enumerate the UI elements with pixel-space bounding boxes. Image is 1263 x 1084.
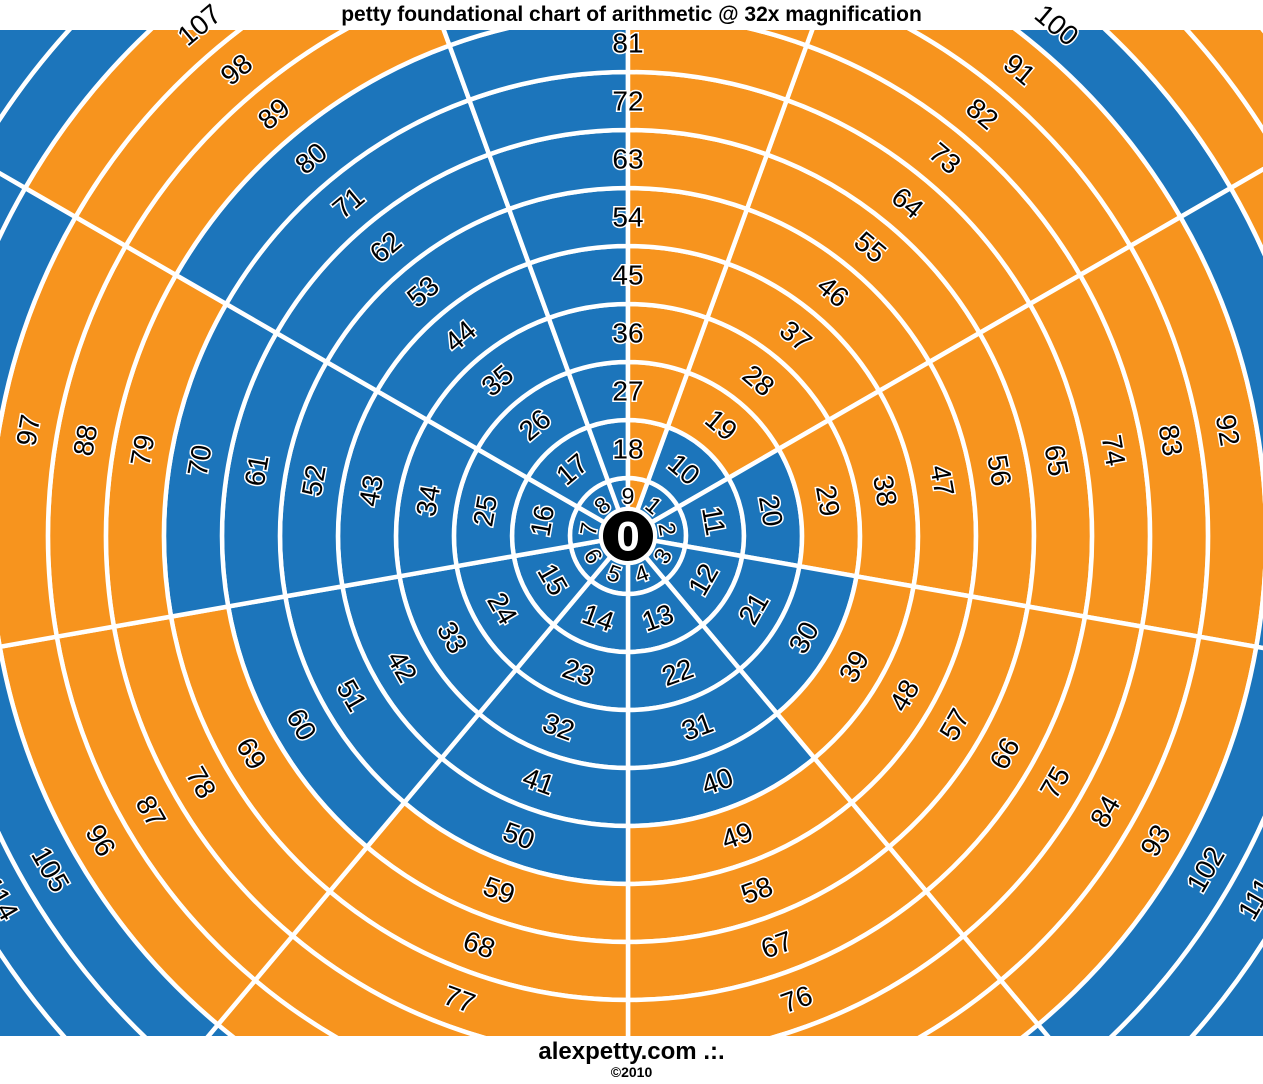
number-cell	[1020, 1022, 1051, 1036]
number-label: 36	[612, 318, 643, 349]
number-cell	[917, 978, 1041, 1036]
number-cell	[441, 30, 510, 48]
number-label: 43	[353, 473, 389, 509]
number-label: 65	[1038, 442, 1074, 478]
number-cell	[769, 933, 1004, 1036]
number-label: 47	[924, 463, 960, 499]
number-cell	[1035, 644, 1263, 1036]
footer-site-text: alexpetty.com .:.	[538, 1038, 725, 1065]
number-cell	[1183, 30, 1263, 134]
number-label: 38	[867, 473, 903, 509]
number-label: 97	[10, 412, 46, 448]
number-label: 88	[67, 422, 103, 458]
number-label: 7	[575, 521, 603, 538]
number-cell	[746, 30, 815, 48]
number-label: 2	[653, 521, 681, 538]
number-cell	[1228, 166, 1263, 257]
number-label: 81	[612, 28, 643, 59]
number-label: 63	[612, 144, 643, 175]
number-cell	[205, 1022, 236, 1036]
number-cell	[1108, 815, 1263, 1036]
number-label: 56	[981, 452, 1017, 488]
number-label: 54	[612, 202, 643, 233]
number-cell	[0, 949, 67, 1036]
number-label: 70	[182, 442, 218, 478]
number-cell	[1102, 30, 1263, 191]
footer-copyright: ©2010	[610, 1064, 653, 1080]
number-cell	[0, 170, 28, 242]
number-label: 29	[810, 483, 846, 519]
number-label: 27	[612, 376, 643, 407]
number-cell	[1178, 185, 1263, 651]
number-label: 16	[524, 503, 560, 539]
number-label: 74	[1096, 432, 1132, 468]
number-label: 20	[753, 493, 789, 529]
number-label: 83	[1153, 422, 1189, 458]
number-label: 11	[696, 504, 732, 538]
number-label: 25	[467, 493, 503, 529]
number-label: 45	[612, 260, 643, 291]
number-label: 18	[612, 434, 643, 465]
zero-disc	[599, 507, 657, 565]
number-label: 79	[125, 432, 161, 468]
center-zero-label: 0	[616, 513, 639, 560]
number-label: 34	[410, 483, 446, 519]
number-cell	[0, 30, 73, 123]
number-label: 92	[1210, 412, 1246, 448]
number-cell	[1189, 938, 1263, 1036]
number-label: 9	[622, 483, 635, 509]
number-label: 72	[612, 86, 643, 117]
number-label: 61	[239, 452, 275, 488]
chart-title: petty foundational chart of arithmetic @…	[341, 3, 922, 26]
number-label: 52	[296, 463, 332, 499]
